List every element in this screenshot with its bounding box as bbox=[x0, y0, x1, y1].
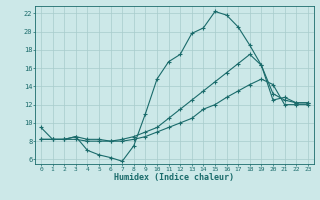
X-axis label: Humidex (Indice chaleur): Humidex (Indice chaleur) bbox=[115, 173, 235, 182]
